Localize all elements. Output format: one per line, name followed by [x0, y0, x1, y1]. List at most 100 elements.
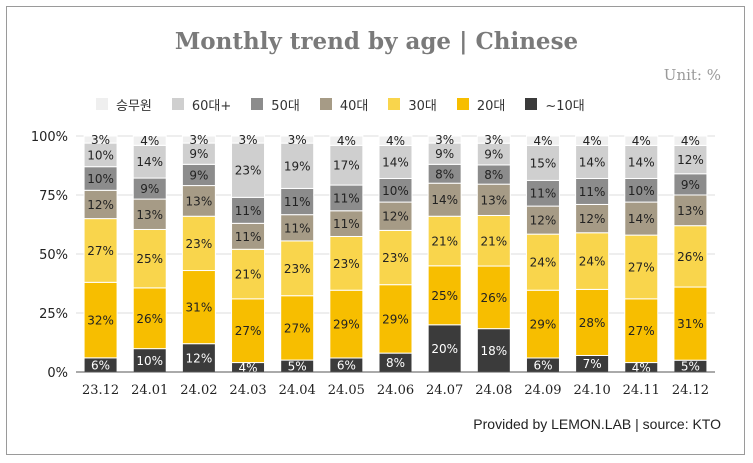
- bar-segment: [624, 298, 659, 364]
- data-label: 28%: [579, 316, 606, 330]
- bar-segment: [427, 265, 462, 326]
- data-label: 25%: [136, 252, 163, 266]
- data-label: 32%: [87, 314, 114, 328]
- data-label: 10%: [136, 354, 163, 368]
- data-label: 12%: [186, 351, 213, 365]
- bar-segment: [525, 179, 560, 207]
- legend-swatch: [456, 98, 469, 110]
- data-label: 11%: [579, 185, 606, 199]
- legend-item: 20대: [456, 95, 506, 114]
- data-label: 29%: [530, 318, 557, 332]
- data-label: 18%: [480, 344, 507, 358]
- data-label: 3%: [484, 133, 503, 147]
- bar-segment: [329, 235, 364, 291]
- bar-segment: [476, 328, 511, 373]
- data-label: 29%: [382, 312, 409, 326]
- data-label: 11%: [333, 191, 360, 205]
- bar-segment: [231, 135, 266, 144]
- bar-segment: [83, 218, 118, 283]
- data-label: 24%: [530, 256, 557, 270]
- legend-item: 50대: [251, 95, 300, 114]
- bar-segment: [575, 177, 610, 205]
- bar-segment: [280, 142, 315, 189]
- bar-segment: [525, 135, 560, 146]
- legend-item: 40대: [319, 95, 368, 114]
- data-label: 21%: [235, 268, 262, 282]
- data-label: 9%: [435, 147, 454, 161]
- bar-segment: [132, 228, 167, 289]
- data-label: 4%: [386, 134, 405, 148]
- bar-segment: [83, 281, 118, 359]
- data-label: 13%: [136, 208, 163, 222]
- legend-item: 60대+: [171, 95, 231, 114]
- x-tick-label: 24.12: [672, 383, 709, 398]
- x-tick-label: 23.12: [82, 383, 119, 398]
- legend-swatch: [319, 98, 332, 110]
- data-label: 26%: [480, 291, 507, 305]
- y-tick-label: 75%: [39, 189, 68, 204]
- bar-segment: [624, 144, 659, 179]
- data-label: 11%: [235, 230, 262, 244]
- data-label: 9%: [189, 147, 208, 161]
- legend-label: 30대: [408, 98, 437, 114]
- data-label: 5%: [288, 360, 307, 374]
- bar-segment: [476, 214, 511, 267]
- data-label: 10%: [382, 184, 409, 198]
- bar-segment: [132, 135, 167, 146]
- data-label: 6%: [533, 358, 552, 372]
- legend-label: ~10대: [545, 98, 585, 114]
- bar-segment: [673, 225, 708, 288]
- data-label: 14%: [431, 193, 458, 207]
- legend-swatch: [171, 98, 184, 110]
- data-label: 11%: [235, 204, 262, 218]
- x-tick-label: 24.05: [328, 383, 365, 398]
- data-label: 12%: [530, 214, 557, 228]
- data-label: 31%: [677, 317, 704, 331]
- bar-segment: [280, 295, 315, 361]
- bar-segment: [181, 215, 216, 272]
- legend-item: ~10대: [525, 95, 585, 114]
- data-label: 4%: [239, 361, 258, 375]
- bar-segment: [575, 203, 610, 234]
- bar-segment: [231, 196, 266, 224]
- data-label: 3%: [239, 133, 258, 147]
- legend: 승무원 60대+ 50대 40대 30대 20대 ~10대: [96, 94, 605, 114]
- data-label: 3%: [288, 133, 307, 147]
- data-label: 8%: [435, 167, 454, 181]
- source-credit: Provided by LEMON.LAB | source: KTO: [473, 416, 721, 432]
- x-tick-label: 24.07: [426, 383, 463, 398]
- legend-swatch: [96, 98, 108, 110]
- bar-segment: [525, 233, 560, 291]
- data-label: 15%: [530, 156, 557, 170]
- data-label: 3%: [91, 133, 110, 147]
- y-tick-label: 100%: [31, 130, 68, 145]
- x-tick-label: 24.06: [377, 383, 414, 398]
- bar-segment: [575, 288, 610, 356]
- data-label: 9%: [189, 168, 208, 182]
- data-label: 10%: [628, 184, 655, 198]
- bar-segment: [427, 135, 462, 144]
- x-tick-label: 24.02: [180, 383, 217, 398]
- bar-segment: [476, 135, 511, 144]
- data-label: 13%: [480, 193, 507, 207]
- x-tick-label: 24.01: [131, 383, 168, 398]
- y-tick-label: 25%: [39, 307, 68, 322]
- bar-segment: [181, 135, 216, 144]
- data-label: 4%: [140, 134, 159, 148]
- data-label: 13%: [677, 204, 704, 218]
- data-label: 5%: [681, 360, 700, 374]
- bar-segment: [476, 265, 511, 330]
- y-tick-label: 50%: [39, 248, 68, 263]
- bar-segment: [378, 144, 413, 179]
- chart-frame: [6, 6, 745, 455]
- data-label: 27%: [235, 324, 262, 338]
- data-label: 21%: [480, 234, 507, 248]
- bar-segment: [575, 144, 610, 179]
- data-label: 9%: [484, 148, 503, 162]
- bar-segment: [378, 229, 413, 286]
- data-label: 23%: [235, 164, 262, 178]
- legend-label: 20대: [476, 98, 506, 114]
- bar-segment: [673, 286, 708, 361]
- data-label: 17%: [333, 159, 360, 173]
- chart-title: Monthly trend by age | Chinese: [174, 28, 579, 55]
